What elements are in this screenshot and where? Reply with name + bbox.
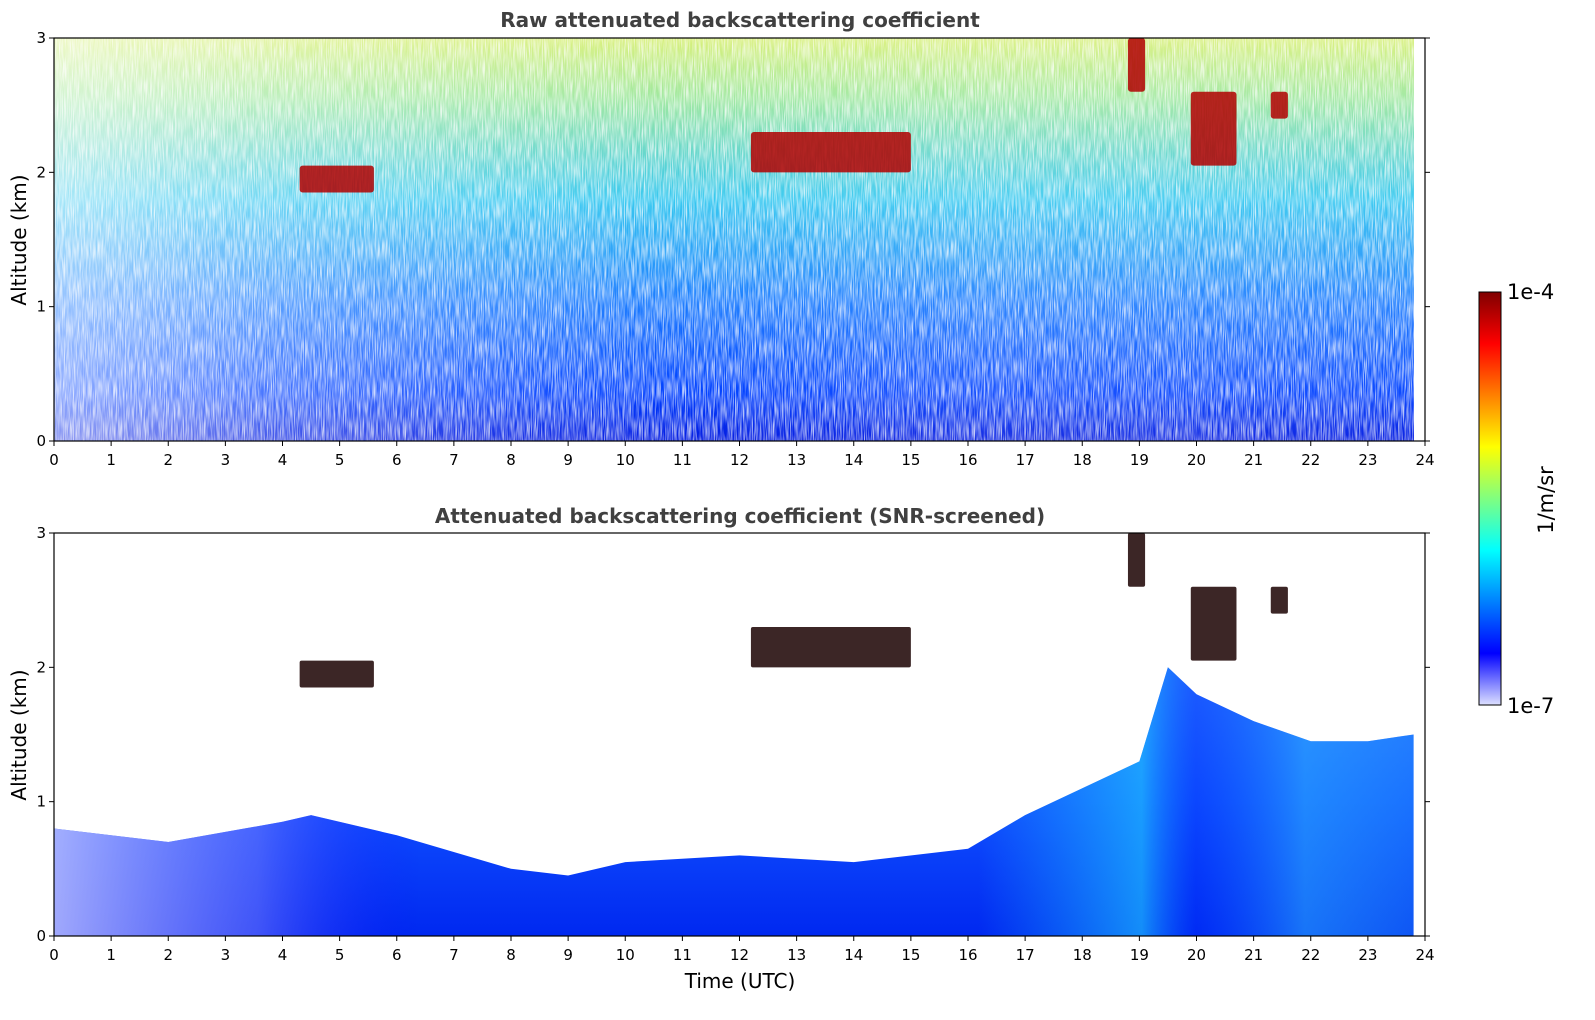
x-tick-label: 24 — [1415, 451, 1434, 469]
cloud-feature — [1190, 91, 1237, 166]
x-tick-label: 13 — [787, 946, 806, 964]
y-tick-label: 0 — [36, 432, 46, 450]
x-tick-label: 5 — [335, 451, 345, 469]
raw-panel-title: Raw attenuated backscattering coefficien… — [500, 8, 980, 32]
screened-ylabel: Altitude (km) — [7, 669, 31, 800]
y-tick-label: 1 — [36, 298, 46, 316]
raw-backscatter-panel: Raw attenuated backscattering coefficien… — [7, 8, 1435, 469]
y-tick-label: 2 — [36, 658, 46, 676]
y-tick-label: 3 — [36, 29, 46, 47]
x-tick-label: 21 — [1244, 451, 1263, 469]
x-tick-label: 1 — [106, 946, 116, 964]
screened-cloud-feature — [1270, 586, 1288, 614]
x-tick-label: 18 — [1073, 946, 1092, 964]
colorbar: 1e-4 1e-7 1/m/sr — [1478, 280, 1558, 718]
x-tick-label: 16 — [958, 451, 977, 469]
screened-heatmap — [54, 533, 1414, 936]
screened-cloud-feature — [1190, 586, 1237, 661]
x-tick-label: 6 — [392, 451, 402, 469]
x-tick-label: 22 — [1301, 946, 1320, 964]
screened-signal-shading — [54, 667, 1414, 936]
colorbar-frame — [1478, 291, 1502, 706]
screened-cloud-feature — [1127, 533, 1146, 587]
x-tick-label: 6 — [392, 946, 402, 964]
cloud-feature — [750, 132, 911, 173]
x-tick-label: 9 — [563, 451, 573, 469]
x-tick-label: 4 — [278, 451, 288, 469]
x-tick-label: 13 — [787, 451, 806, 469]
x-tick-label: 0 — [49, 946, 59, 964]
x-tick-label: 3 — [221, 451, 231, 469]
x-tick-label: 16 — [958, 946, 977, 964]
x-tick-label: 11 — [673, 451, 692, 469]
x-tick-label: 15 — [901, 946, 920, 964]
screened-xlabel: Time (UTC) — [684, 969, 796, 993]
colorbar-unit-label: 1/m/sr — [1534, 466, 1558, 534]
x-tick-label: 11 — [673, 946, 692, 964]
x-tick-label: 7 — [449, 451, 459, 469]
x-tick-label: 18 — [1073, 451, 1092, 469]
x-tick-label: 4 — [278, 946, 288, 964]
y-tick-label: 0 — [36, 927, 46, 945]
x-tick-label: 22 — [1301, 451, 1320, 469]
x-tick-label: 12 — [730, 946, 749, 964]
colorbar-gradient — [1479, 292, 1501, 705]
x-tick-label: 14 — [844, 946, 863, 964]
raw-heatmap — [54, 38, 1414, 441]
x-tick-label: 19 — [1130, 451, 1149, 469]
x-tick-label: 19 — [1130, 946, 1149, 964]
x-tick-label: 10 — [616, 451, 635, 469]
screened-panel-title: Attenuated backscattering coefficient (S… — [435, 504, 1045, 528]
x-tick-label: 12 — [730, 451, 749, 469]
x-tick-label: 14 — [844, 451, 863, 469]
y-tick-label: 2 — [36, 163, 46, 181]
x-tick-label: 2 — [163, 451, 173, 469]
colorbar-min-label: 1e-7 — [1507, 694, 1554, 718]
x-tick-label: 15 — [901, 451, 920, 469]
x-tick-label: 1 — [106, 451, 116, 469]
x-tick-label: 8 — [506, 946, 516, 964]
screened-backscatter-panel: Attenuated backscattering coefficient (S… — [7, 504, 1435, 993]
y-tick-label: 1 — [36, 793, 46, 811]
x-tick-label: 8 — [506, 451, 516, 469]
x-tick-label: 5 — [335, 946, 345, 964]
x-tick-label: 23 — [1358, 946, 1377, 964]
x-tick-label: 17 — [1016, 451, 1035, 469]
x-tick-label: 24 — [1415, 946, 1434, 964]
x-tick-label: 20 — [1187, 451, 1206, 469]
x-tick-label: 2 — [163, 946, 173, 964]
screened-cloud-feature — [750, 627, 911, 668]
colorbar-max-label: 1e-4 — [1507, 280, 1554, 304]
cloud-feature — [299, 165, 374, 193]
x-tick-label: 7 — [449, 946, 459, 964]
x-tick-label: 3 — [221, 946, 231, 964]
x-tick-label: 0 — [49, 451, 59, 469]
x-tick-label: 10 — [616, 946, 635, 964]
screened-cloud-feature — [299, 660, 374, 688]
x-tick-label: 9 — [563, 946, 573, 964]
cloud-feature — [1270, 91, 1288, 119]
x-tick-label: 21 — [1244, 946, 1263, 964]
x-tick-label: 23 — [1358, 451, 1377, 469]
cloud-feature — [1127, 38, 1146, 92]
x-tick-label: 17 — [1016, 946, 1035, 964]
raw-ylabel: Altitude (km) — [7, 174, 31, 305]
x-tick-label: 20 — [1187, 946, 1206, 964]
y-tick-label: 3 — [36, 524, 46, 542]
